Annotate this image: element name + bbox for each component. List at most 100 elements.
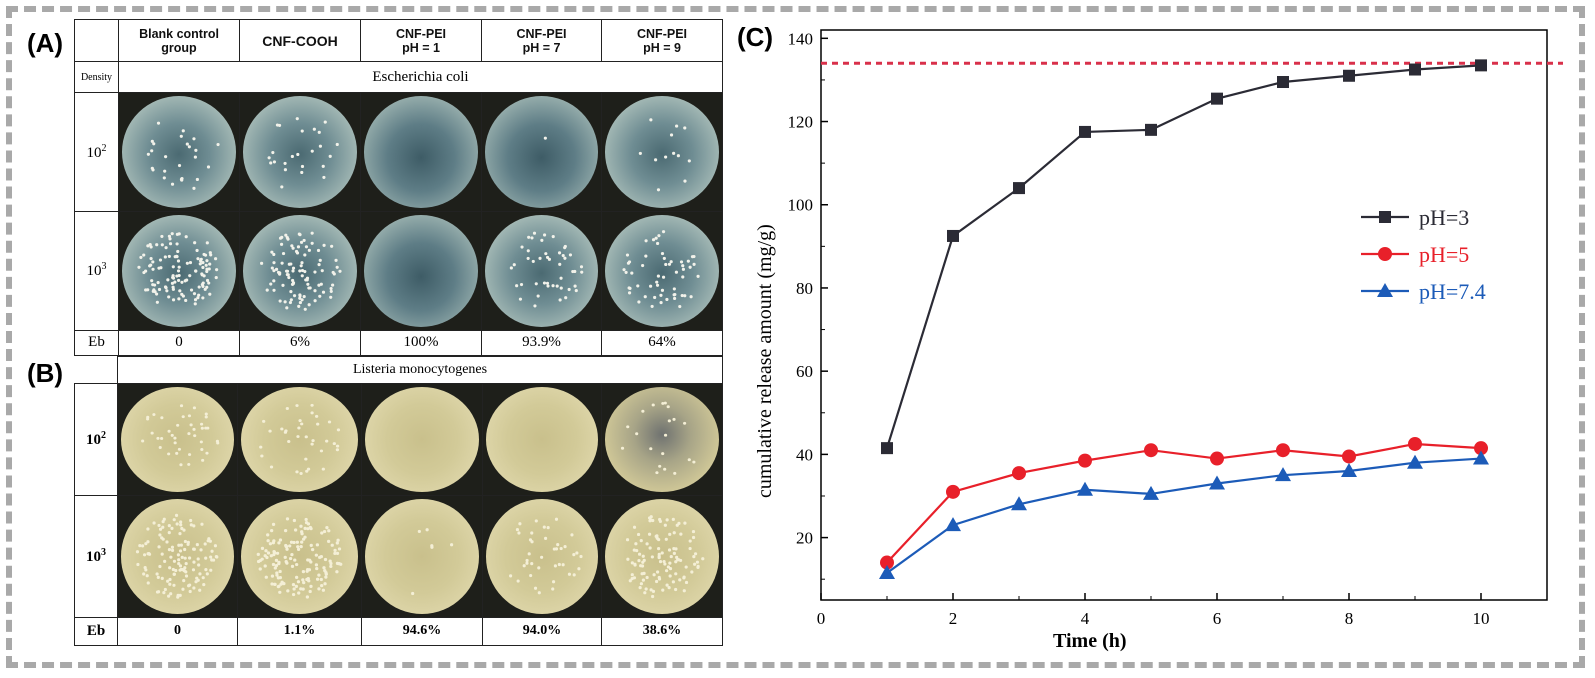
data-point-square (1277, 76, 1289, 89)
plate-cell (601, 211, 723, 331)
panel-b-table: Listeria monocytogenes 102 103 Eb 0 1.1%… (74, 355, 724, 647)
panel-label-c: (C) (737, 22, 774, 52)
eb-label: Eb (74, 329, 119, 357)
panel-label-b: (B) (27, 358, 64, 388)
eb-row-a: Eb 0 6% 100% 93.9% 64% (74, 329, 723, 357)
data-point-circle (1210, 451, 1224, 466)
x-tick-label: 2 (949, 609, 958, 628)
density-row-label: 103 (74, 494, 118, 618)
legend-label: pH=5 (1419, 242, 1469, 267)
eb-value: 38.6% (600, 616, 724, 647)
petri-dish-image (364, 96, 478, 209)
y-tick-label: 120 (788, 113, 814, 132)
x-tick-label: 10 (1473, 609, 1490, 628)
petri-dish-image (486, 387, 598, 492)
eb-value: 100% (360, 329, 482, 357)
petri-dish-image (243, 96, 357, 209)
species-row-b: Listeria monocytogenes (74, 355, 724, 385)
data-point-square (1079, 125, 1091, 138)
y-tick-label: 100 (788, 196, 814, 215)
petri-dish-image (605, 96, 719, 209)
eb-value: 94.0% (482, 616, 602, 647)
x-tick-label: 4 (1081, 609, 1090, 628)
col-header-ph7: CNF-PEI pH = 7 (481, 18, 602, 63)
plate-cell (361, 494, 483, 618)
petri-dish-image (605, 215, 719, 327)
data-point-circle (1012, 466, 1026, 481)
data-point-square (1343, 69, 1355, 82)
y-tick-label: 40 (796, 445, 813, 464)
data-point-triangle (879, 564, 895, 579)
petri-dish-image (243, 215, 357, 327)
data-point-square (1409, 63, 1421, 76)
data-point-square (947, 229, 959, 242)
data-point-triangle (1209, 475, 1225, 490)
petri-dish-image (241, 387, 358, 492)
plate-cell (600, 494, 724, 618)
panel-a-table: Blank control group CNF-COOH CNF-PEI pH = … (74, 18, 723, 357)
eb-row-b: Eb 0 1.1% 94.6% 94.0% 38.6% (74, 616, 724, 647)
species-listeria: Listeria monocytogenes (116, 355, 724, 385)
x-axis-label: Time (h) (1053, 630, 1127, 652)
plate-cell (481, 211, 602, 331)
eb-value: 0 (118, 329, 240, 357)
x-tick-label: 0 (817, 609, 826, 628)
plate-cell (482, 494, 602, 618)
plate-cell (601, 92, 723, 213)
plate-cell (239, 211, 361, 331)
petri-dish-image (486, 498, 598, 614)
legend-label: pH=7.4 (1419, 279, 1486, 304)
data-point-triangle (1377, 283, 1393, 297)
data-point-circle (1342, 449, 1356, 464)
data-point-square (1379, 211, 1391, 223)
plate-cell (482, 383, 602, 496)
y-tick-label: 140 (788, 29, 814, 48)
eb-value: 64% (601, 329, 723, 357)
col-header-ph9: CNF-PEI pH = 9 (601, 18, 723, 63)
y-axis-label: cumulative release amount (mg/g) (754, 224, 776, 498)
plot-frame (820, 29, 1548, 601)
data-point-square (1013, 182, 1025, 195)
data-point-circle (1078, 453, 1092, 468)
data-point-square (1145, 123, 1157, 136)
legend-label: pH=3 (1419, 205, 1469, 230)
dashed-figure-border (6, 6, 1585, 668)
col-header-blank: Blank control group (118, 18, 240, 63)
density-row-label: 102 (74, 92, 119, 213)
corner-cell (74, 18, 119, 63)
data-point-circle (1474, 441, 1488, 456)
plate-cell (239, 92, 361, 213)
eb-value: 6% (239, 329, 361, 357)
data-point-square (881, 442, 893, 455)
petri-dish-image (122, 215, 236, 327)
density-label: Density (74, 61, 119, 94)
petri-dish-image (241, 498, 358, 614)
plate-cell (600, 383, 724, 496)
x-tick-label: 8 (1345, 609, 1354, 628)
data-point-square (1211, 92, 1223, 105)
series-line (886, 442, 1482, 564)
plate-cell (117, 494, 238, 618)
data-point-triangle (1341, 463, 1357, 478)
petri-dish-image (121, 387, 234, 492)
petri-dish-image (485, 215, 598, 327)
plate-cell (118, 211, 240, 331)
species-escherichia-coli: Escherichia coli (118, 61, 723, 94)
eb-value: 0 (117, 616, 238, 647)
eb-label: Eb (74, 616, 118, 647)
data-point-circle (1276, 443, 1290, 458)
petri-dish-image (605, 387, 720, 492)
plate-row-b2: 103 (74, 494, 724, 618)
plate-row-a2: 103 (74, 211, 723, 331)
data-point-circle (1408, 436, 1422, 451)
y-tick-label: 60 (796, 362, 813, 381)
petri-dish-image (364, 215, 478, 327)
petri-dish-image (122, 96, 236, 209)
species-row-a: Density Escherichia coli (74, 61, 723, 94)
series-line (885, 64, 1482, 449)
data-point-circle (880, 555, 894, 570)
panel-a-header-row: Blank control group CNF-COOH CNF-PEI pH = … (74, 18, 723, 63)
density-row-label: 102 (74, 383, 118, 496)
plate-row-b1: 102 (74, 383, 724, 496)
